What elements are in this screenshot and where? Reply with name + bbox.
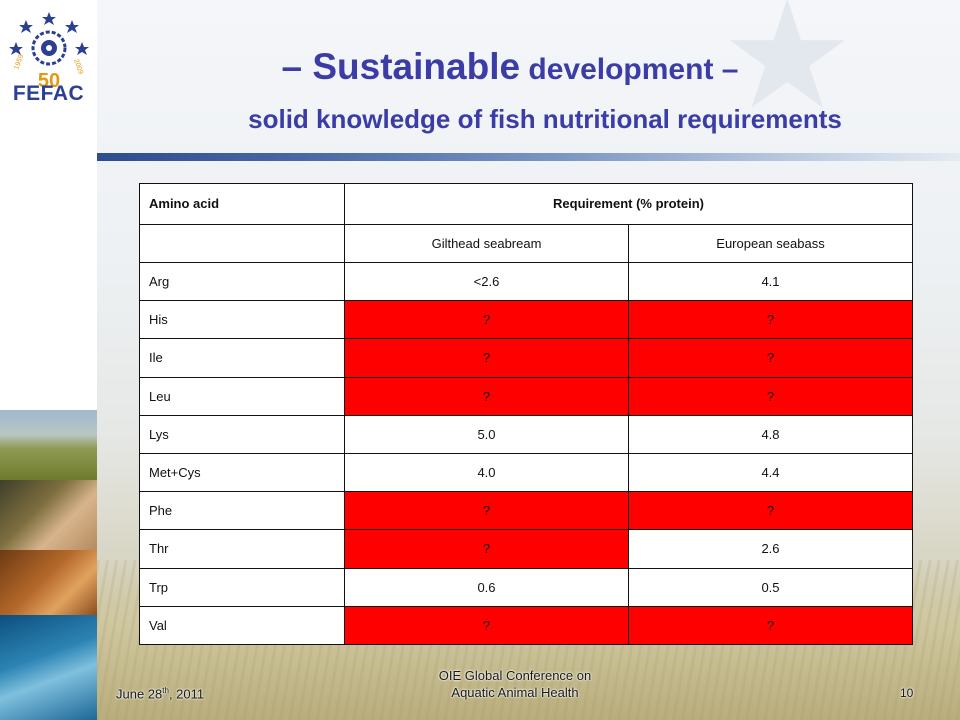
subheader-empty [139, 223, 345, 263]
amino-acid-cell: His [139, 300, 345, 340]
seabass-value-cell: ? [628, 300, 913, 340]
amino-acid-cell: Arg [139, 261, 345, 302]
seabass-value-cell: 4.8 [628, 414, 913, 454]
table-subheader-row: Gilthead seabream European seabass [139, 223, 913, 263]
seabream-value-cell: ? [344, 338, 629, 378]
header-requirement: Requirement (% protein) [344, 183, 913, 225]
seabream-value-cell: ? [344, 300, 629, 340]
seabream-value-cell: ? [344, 529, 629, 569]
table-row: Trp 0.6 0.5 [139, 567, 913, 607]
background-star-icon: ★ [720, 0, 855, 139]
header-amino-acid: Amino acid [139, 183, 345, 225]
pigs-photo [0, 550, 97, 615]
amino-acid-cell: Lys [139, 414, 345, 454]
table-row: Arg <2.6 4.1 [139, 261, 913, 302]
svg-text:1959: 1959 [13, 54, 25, 71]
slide-subtitle: solid knowledge of fish nutritional requ… [248, 104, 842, 134]
seabream-value-cell: ? [344, 605, 629, 646]
seabream-value-cell: ? [344, 491, 629, 531]
table-row: Thr? 2.6 [139, 529, 913, 569]
amino-acid-cell: Met+Cys [139, 452, 345, 493]
amino-acid-cell: Val [139, 605, 345, 646]
footer-date: June 28th, 2011 [116, 686, 205, 702]
seabass-value-cell: ? [628, 491, 913, 531]
logo-text: FEFAC [12, 82, 85, 105]
amino-acid-cell: Ile [139, 338, 345, 378]
page-number: 10 [900, 686, 914, 700]
table-header-row: Amino acid Requirement (% protein) [139, 183, 913, 225]
title-divider [97, 153, 960, 161]
seabass-value-cell: ? [628, 605, 913, 646]
amino-acid-cell: Leu [139, 376, 345, 416]
harvest-photo [0, 410, 97, 480]
fefac-logo-icon: 50 1959 2009 [9, 12, 89, 92]
fish-photo [0, 615, 97, 720]
slide-title: – Sustainable development – [281, 46, 739, 87]
subheader-seabass: European seabass [628, 223, 913, 263]
svg-text:2009: 2009 [72, 58, 84, 75]
seabass-value-cell: ? [628, 338, 913, 378]
table-row: Met+Cys 4.0 4.4 [139, 452, 913, 493]
footer-conference: OIE Global Conference on Aquatic Animal … [438, 668, 592, 700]
amino-acid-cell: Thr [139, 529, 345, 569]
table-row: His?? [139, 300, 913, 340]
seabass-value-cell: 4.4 [628, 452, 913, 493]
seabream-value-cell: ? [344, 376, 629, 416]
table-row: Leu?? [139, 376, 913, 416]
seabream-value-cell: 0.6 [344, 567, 629, 607]
seabream-value-cell: <2.6 [344, 261, 629, 302]
seabass-value-cell: 0.5 [628, 567, 913, 607]
subheader-seabream: Gilthead seabream [344, 223, 629, 263]
seabass-value-cell: 2.6 [628, 529, 913, 569]
amino-acid-cell: Phe [139, 491, 345, 531]
amino-acid-cell: Trp [139, 567, 345, 607]
table-row: Val?? [139, 605, 913, 646]
table-row: Phe?? [139, 491, 913, 531]
sidebar: 50 1959 2009 FEFAC [0, 0, 97, 720]
svg-text:50: 50 [38, 70, 60, 92]
seabream-value-cell: 5.0 [344, 414, 629, 454]
seabream-value-cell: 4.0 [344, 452, 629, 493]
hand-feed-photo [0, 480, 97, 550]
seabass-value-cell: ? [628, 376, 913, 416]
seabass-value-cell: 4.1 [628, 261, 913, 302]
table-row: Ile?? [139, 338, 913, 378]
table-row: Lys 5.0 4.8 [139, 414, 913, 454]
amino-acid-table: Amino acid Requirement (% protein) Gilth… [139, 183, 913, 646]
